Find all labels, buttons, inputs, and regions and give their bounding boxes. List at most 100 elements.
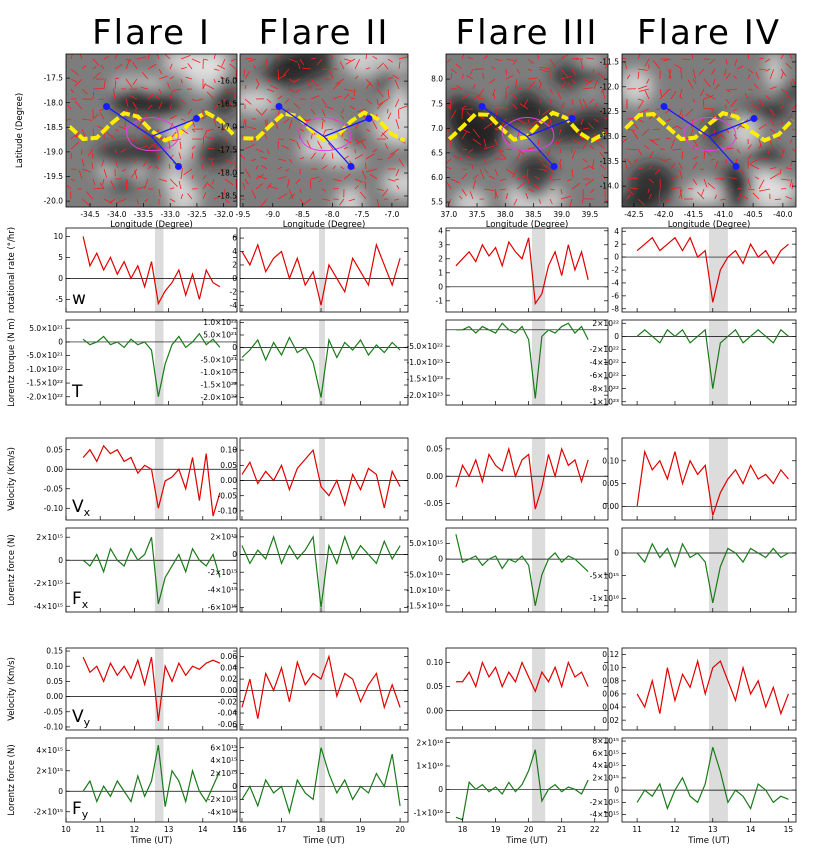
field-arrow	[679, 188, 683, 200]
y-tick-label: -11.5	[600, 58, 620, 67]
field-arrow	[714, 83, 720, 90]
y-tick-label: -14.0	[600, 182, 620, 191]
y-tick-label: 2×10¹⁵	[210, 769, 237, 778]
field-arrow	[365, 78, 374, 87]
x-tick-label: -7.0	[385, 210, 400, 219]
field-arrow	[74, 78, 83, 87]
field-arrow	[202, 174, 207, 180]
x-tick-label: -40.5	[743, 210, 763, 219]
x-tick-label: 38.0	[497, 210, 514, 219]
field-arrow	[692, 98, 696, 103]
field-arrow	[205, 84, 215, 90]
field-arrow	[376, 62, 384, 70]
field-arrow	[599, 164, 606, 170]
y-tick-label: -8	[612, 304, 620, 313]
y-tick-label: -4×10¹⁵	[208, 808, 237, 817]
field-arrow	[223, 188, 226, 196]
x-tick-label: -9.5	[236, 210, 251, 219]
field-arrow	[114, 148, 118, 154]
rotation-marker	[365, 115, 373, 122]
field-arrow	[321, 153, 326, 160]
y-axis-label: Lorentz torque (N m)	[7, 318, 17, 407]
field-arrow	[92, 71, 101, 80]
field-arrow	[180, 118, 186, 121]
y-tick-label: 0	[232, 274, 237, 283]
polarity-inversion-line	[624, 110, 794, 143]
field-arrow	[570, 148, 573, 154]
field-arrow	[720, 198, 727, 201]
x-axis-label: Longitude (Degree)	[283, 220, 366, 230]
x-tick-label: 13	[164, 825, 174, 834]
field-arrow	[538, 168, 547, 172]
y-tick-label: -0.05	[218, 491, 238, 500]
x-tick-label: -41.5	[684, 210, 704, 219]
field-arrow	[191, 145, 196, 150]
field-arrow	[725, 158, 728, 164]
field-arrow	[171, 138, 182, 142]
field-arrow	[659, 158, 666, 163]
field-arrow	[483, 188, 494, 191]
frame	[445, 319, 609, 406]
y-tick-label: -8×10²²	[590, 384, 619, 393]
polarity-blob	[202, 54, 231, 78]
field-arrow	[169, 178, 178, 187]
field-arrow	[277, 158, 286, 162]
y-tick-label: -2	[612, 266, 620, 275]
field-arrow	[191, 98, 197, 102]
field-arrow	[639, 108, 650, 113]
y-tick-label: 0.06	[602, 690, 619, 699]
field-arrow	[244, 98, 252, 105]
polarity-blob	[447, 97, 486, 134]
y-tick-label: -1×10¹⁶	[590, 594, 619, 603]
field-arrow	[648, 151, 654, 160]
flare-interval	[319, 320, 325, 405]
column-title: Flare IV	[637, 13, 781, 53]
rotation-marker	[568, 115, 576, 122]
y-tick-label: 1.0×10²²	[203, 318, 237, 327]
rotation-marker	[103, 103, 110, 110]
field-arrow	[685, 108, 694, 117]
field-arrow	[736, 168, 745, 174]
y-tick-label: -0.02	[218, 697, 238, 706]
y-tick-label: -20.0	[44, 197, 64, 206]
y-tick-label: 0.00	[46, 465, 63, 474]
series-line	[455, 749, 589, 821]
panel-label-subscript: x	[84, 506, 91, 519]
y-tick-label: 0.02	[602, 716, 619, 725]
field-arrow	[310, 57, 317, 60]
field-arrow	[538, 98, 542, 103]
field-arrow	[467, 56, 474, 60]
field-arrow	[600, 108, 606, 115]
series-line	[82, 236, 221, 306]
field-arrow	[461, 73, 464, 80]
field-arrow	[230, 58, 237, 62]
field-arrow	[456, 85, 463, 90]
field-arrow	[303, 198, 312, 205]
field-arrow	[324, 105, 334, 110]
y-tick-label: 5.0×10¹⁵	[409, 539, 443, 548]
field-arrow	[321, 198, 330, 201]
field-arrow	[571, 138, 580, 144]
x-tick-label: 19	[356, 825, 366, 834]
y-tick-label: -2×10¹⁵	[590, 798, 619, 807]
field-arrow	[790, 112, 793, 120]
field-arrow	[354, 59, 360, 70]
polarity-blob	[622, 68, 655, 106]
field-arrow	[277, 95, 283, 100]
field-arrow	[571, 98, 574, 105]
field-arrow	[81, 168, 92, 173]
x-tick-label: -42.0	[654, 210, 674, 219]
field-arrow	[296, 141, 301, 150]
y-tick-label: -1.5×10²²	[27, 379, 63, 388]
magnetogram-blobs	[96, 54, 237, 207]
field-arrow	[387, 88, 390, 99]
field-arrow	[310, 95, 320, 100]
series-line	[455, 322, 589, 399]
field-arrow	[224, 198, 230, 204]
field-arrow	[567, 82, 573, 90]
x-tick-label: 11	[632, 825, 642, 834]
flare-interval	[319, 528, 325, 612]
field-arrow	[643, 144, 650, 150]
field-arrow	[250, 138, 257, 142]
field-arrow	[207, 183, 215, 190]
